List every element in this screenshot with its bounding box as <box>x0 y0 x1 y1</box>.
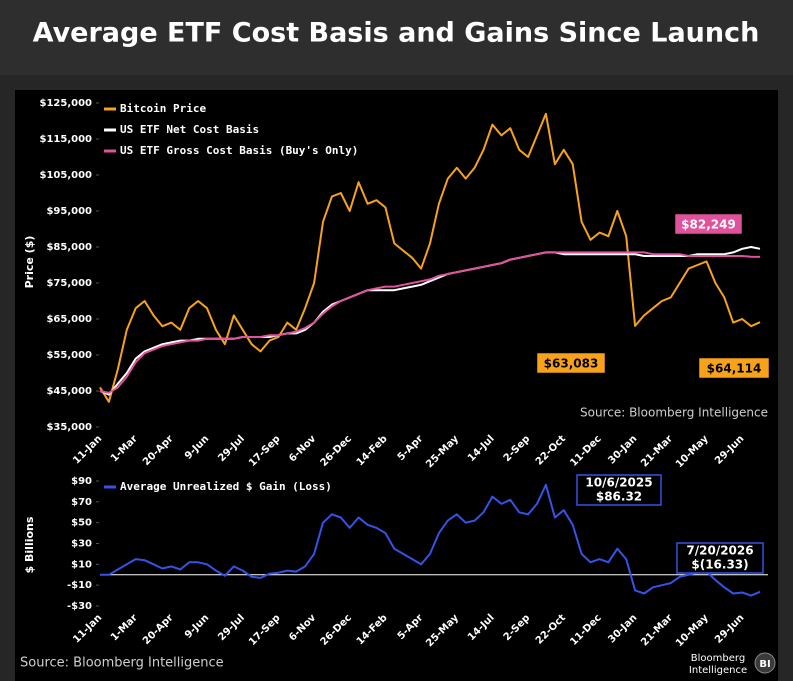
legend-label: US ETF Gross Cost Basis (Buy's Only) <box>120 144 358 157</box>
annotation: $86.32 <box>596 490 642 504</box>
logo-badge-circle <box>754 652 776 674</box>
annotation: $64,114 <box>707 362 762 376</box>
y-tick-label: $90 <box>71 476 92 487</box>
logo-badge: BI <box>759 659 770 670</box>
y-tick-label: $35,000 <box>46 422 92 433</box>
page-title: Average ETF Cost Basis and Gains Since L… <box>33 18 760 49</box>
y-tick-label: $125,000 <box>39 98 92 109</box>
y-tick-label: $115,000 <box>39 134 92 145</box>
annotation-box <box>675 214 742 234</box>
y-tick-label: $65,000 <box>46 314 92 325</box>
annotation: $63,083 <box>544 357 599 371</box>
chart-panel <box>15 90 778 681</box>
y-tick-label: $85,000 <box>46 242 92 253</box>
header-band <box>0 0 793 75</box>
y-tick-label: $45,000 <box>46 386 92 397</box>
y-tick-label: $10 <box>71 559 92 570</box>
annotation: $82,249 <box>681 218 736 232</box>
source: Source: Bloomberg Intelligence <box>580 406 768 420</box>
annotation-box <box>537 353 605 373</box>
y-tick-label: $105,000 <box>39 170 92 181</box>
annotation-box <box>676 542 764 574</box>
logo: Bloomberg <box>691 653 745 664</box>
series-line <box>100 483 761 597</box>
legend-label: Bitcoin Price <box>120 102 206 115</box>
legend-label: Average Unrealized $ Gain (Loss) <box>120 480 332 493</box>
y-tick-label: $70 <box>71 497 92 508</box>
y-tick-label: $75,000 <box>46 278 92 289</box>
y-tick-label: $55,000 <box>46 350 92 361</box>
source: Source: Bloomberg Intelligence <box>20 656 224 671</box>
series-line <box>99 112 761 403</box>
series-line <box>99 251 761 394</box>
y-tick-label: $95,000 <box>46 206 92 217</box>
y-tick-label: -$30 <box>67 601 92 612</box>
annotation: 7/20/2026 <box>686 544 753 558</box>
annotation: 10/6/2025 <box>585 476 652 490</box>
logo: Intelligence <box>689 665 747 676</box>
y-axis-label: Price ($) <box>23 236 36 289</box>
y-tick-label: $50 <box>71 518 92 529</box>
annotation-box <box>699 358 769 378</box>
annotation: $(16.33) <box>691 558 748 572</box>
y-tick-label: -$10 <box>67 580 92 591</box>
legend-label: US ETF Net Cost Basis <box>120 123 259 136</box>
y-tick-label: $30 <box>71 539 92 550</box>
annotation-box <box>576 474 662 506</box>
y-axis-label: $ Billions <box>23 516 36 573</box>
